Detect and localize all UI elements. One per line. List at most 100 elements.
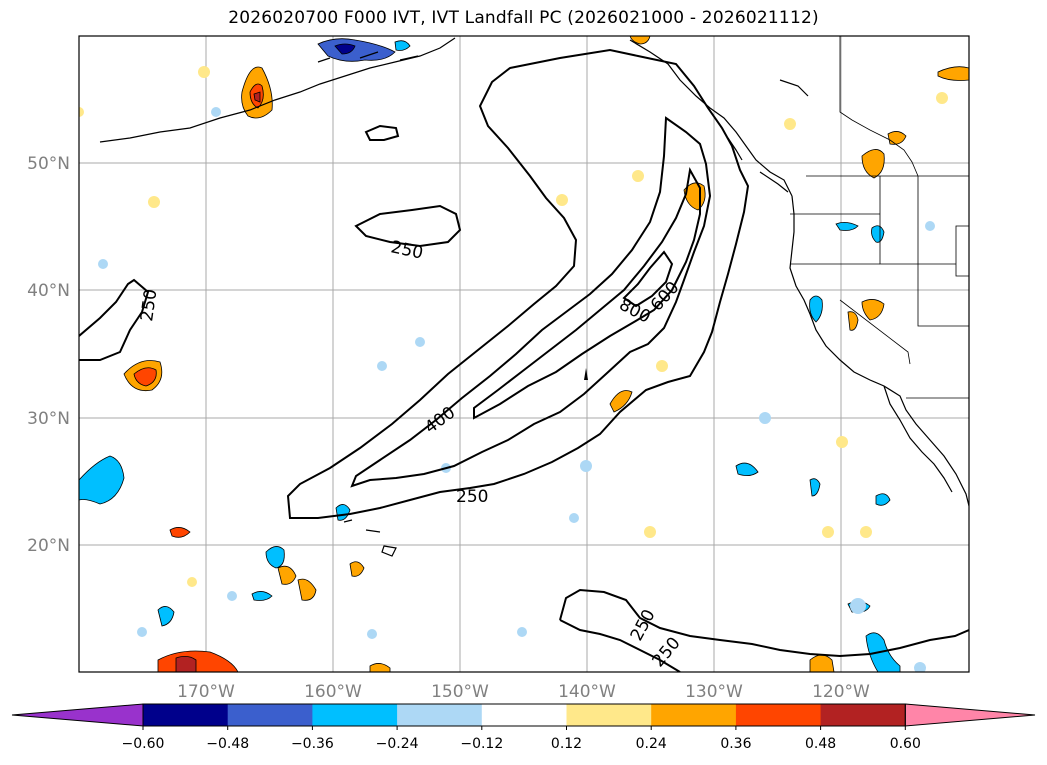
colorbar-tick-label: 0.24 (636, 736, 667, 752)
patch-canada-orange (887, 131, 907, 145)
colorbar: −0.60 −0.48 −0.36 −0.24 −0.12 0.12 0.24 0.36 0.4… (11, 703, 1036, 752)
patch-alaska-cyan (394, 40, 411, 51)
patch-dot-21 (187, 577, 197, 587)
patch-hi-cyan-2 (265, 546, 285, 569)
ivt-contours (79, 48, 969, 672)
patch-hi-cyan-3 (251, 591, 273, 601)
lon-label-140w: 140°W (558, 682, 616, 702)
colorbar-extend-high (904, 703, 1036, 727)
patch-dot-23 (137, 627, 147, 637)
patch-hi-cyan (335, 504, 351, 521)
lon-labels: 170°W 160°W 150°W 140°W 130°W 120°W (177, 682, 870, 702)
plot-title: 2026020700 F000 IVT, IVT Landfall PC (20… (228, 8, 819, 28)
patch-ca-cyan (809, 295, 823, 323)
border-us-states (790, 176, 969, 327)
map-content: 250 250 250 400 600 800 250 250 (79, 36, 969, 672)
lat-labels: 50°N 40°N 30°N 20°N (27, 154, 70, 556)
colorbar-tick-label: −0.24 (376, 736, 419, 752)
patch-dot-20 (860, 526, 872, 538)
coast-us-west (789, 195, 969, 507)
patch-dot-22 (227, 591, 237, 601)
patch-baja-cyan (809, 478, 821, 497)
colorbar-tick-label: −0.12 (460, 736, 503, 752)
contour-250-main (286, 48, 750, 519)
lon-label-120w: 120°W (812, 682, 870, 702)
patch-dot-19 (822, 526, 834, 538)
lon-label-160w: 160°W (304, 682, 362, 702)
colorbar-tick-label: −0.36 (291, 736, 334, 752)
patch-dot-7 (784, 118, 796, 130)
contour-label-250-main: 250 (456, 487, 488, 507)
contour-600 (473, 167, 701, 420)
colorbar-segment (566, 704, 652, 726)
pc-light-patches (79, 66, 948, 672)
patch-dot-27 (914, 662, 926, 672)
patch-dot-14 (836, 436, 848, 448)
lat-label-40n: 40°N (27, 281, 70, 301)
border-canada-provinces (839, 36, 919, 177)
coast-baja (883, 385, 953, 493)
patch-ak-darkred (253, 91, 261, 103)
patch-nv-orange (861, 299, 885, 321)
colorbar-tick-label: 0.48 (805, 736, 836, 752)
patch-dot-18 (644, 526, 656, 538)
patch-or-cyan (835, 222, 859, 231)
contour-800 (622, 250, 674, 308)
patch-ca-orange (847, 311, 859, 331)
patch-hi-orange (277, 565, 297, 585)
patch-dot-9 (925, 221, 935, 231)
patch-alaska-darkblue (334, 43, 356, 55)
colorbar-segment (397, 704, 483, 726)
contour-250-west (79, 278, 150, 361)
patch-w-red (133, 367, 157, 387)
patch-mx-cyan (875, 493, 891, 506)
political-borders (790, 36, 969, 399)
colorbar-segment (312, 704, 398, 726)
patch-dot-5 (556, 194, 568, 206)
patch-dot-24 (367, 629, 377, 639)
patch-ne-orange (937, 66, 969, 81)
gridlines (79, 36, 969, 672)
colorbar-tick-label: −0.60 (122, 736, 165, 752)
colorbar-segment (820, 704, 906, 726)
patch-dot-3 (148, 196, 160, 208)
patch-dot-11 (377, 361, 387, 371)
contour-250-small (364, 124, 400, 141)
patch-hi-orange-3 (349, 561, 365, 577)
coast-hudson (779, 79, 809, 97)
colorbar-extend-low (11, 703, 144, 727)
pc-filled-patches (79, 36, 969, 672)
lon-label-170w: 170°W (177, 682, 235, 702)
contour-label-250-west: 250 (137, 288, 161, 323)
patch-id-cyan (871, 225, 885, 243)
patch-s-orange (369, 663, 391, 672)
patch-w-cyan (79, 455, 125, 505)
patch-hi-orange-2 (297, 578, 317, 601)
border-ca-nv (790, 263, 911, 365)
patch-hi-red (169, 527, 191, 538)
patch-dot-4 (98, 259, 108, 269)
patch-dot-2 (211, 107, 221, 117)
lat-label-50n: 50°N (27, 154, 70, 174)
small-marker (584, 368, 588, 380)
patch-dot-25 (517, 627, 527, 637)
patch-dot-16 (580, 460, 592, 472)
contour-250-north (354, 204, 462, 248)
coast-panhandle (629, 39, 793, 197)
lat-label-30n: 30°N (27, 409, 70, 429)
colorbar-segment (481, 704, 567, 726)
lon-label-130w: 130°W (685, 682, 743, 702)
contour-250-south-2 (559, 619, 681, 672)
colorbar-segment (651, 704, 737, 726)
colorbar-segment (143, 704, 229, 726)
lat-label-20n: 20°N (27, 536, 70, 556)
map-frame (78, 35, 970, 673)
patch-dot-1 (198, 66, 210, 78)
patch-top-orange (629, 36, 651, 45)
patch-dot-17 (569, 513, 579, 523)
map-background (79, 36, 969, 672)
colorbar-segment (735, 704, 822, 726)
coast-hawaii (343, 519, 397, 557)
